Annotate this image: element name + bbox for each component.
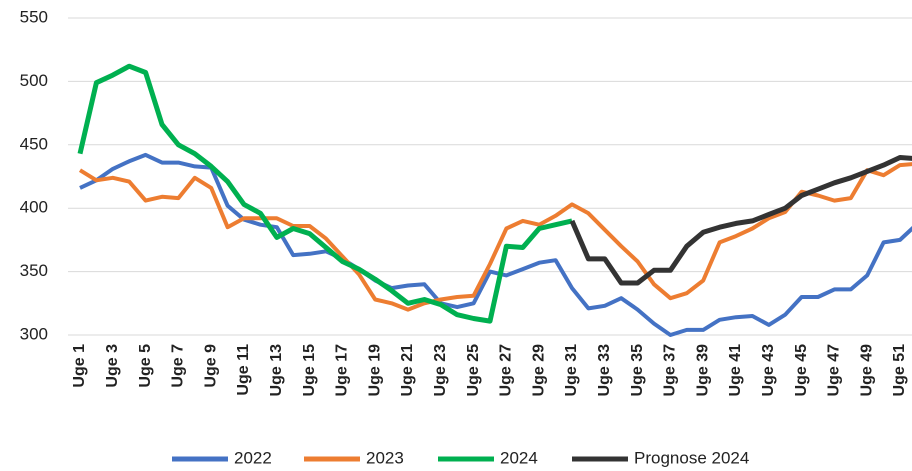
x-tick-label: Uge 17 (334, 344, 351, 397)
legend-label: 2022 (234, 448, 272, 467)
x-tick-label: Uge 25 (465, 344, 482, 397)
x-tick-label: Uge 29 (530, 344, 547, 397)
x-tick-label: Uge 37 (662, 344, 679, 397)
x-tick-label: Uge 35 (629, 344, 646, 397)
series-line (569, 155, 912, 286)
x-tick-label: Uge 27 (498, 344, 515, 397)
x-tick-label: Uge 51 (891, 344, 908, 397)
x-tick-label: Uge 31 (563, 344, 580, 397)
x-tick-label: Uge 9 (202, 344, 219, 388)
x-tick-label: Uge 1 (71, 344, 88, 388)
y-tick-label: 300 (20, 324, 48, 343)
x-tick-label: Uge 21 (399, 344, 416, 397)
y-tick-label: 350 (20, 261, 48, 280)
legend-label: 2023 (366, 448, 404, 467)
x-tick-label: Uge 45 (793, 344, 810, 397)
x-tick-label: Uge 41 (727, 344, 744, 397)
legend-label: 2024 (500, 448, 538, 467)
y-tick-label: 400 (20, 198, 48, 217)
x-tick-label: Uge 3 (104, 344, 121, 388)
x-tick-label: Uge 49 (858, 344, 875, 397)
x-tick-label: Uge 19 (366, 344, 383, 397)
y-tick-label: 550 (20, 7, 48, 26)
x-tick-label: Uge 13 (268, 344, 285, 397)
series-line (78, 162, 912, 312)
x-tick-label: Uge 43 (760, 344, 777, 397)
x-tick-label: Uge 11 (235, 344, 252, 396)
x-tick-label: Uge 47 (826, 344, 843, 397)
y-tick-label: 500 (20, 71, 48, 90)
x-tick-label: Uge 7 (170, 344, 187, 388)
series-line (77, 63, 573, 324)
x-tick-label: Uge 33 (596, 344, 613, 397)
x-tick-label: Uge 5 (137, 344, 154, 388)
x-tick-label: Uge 23 (432, 344, 449, 397)
x-tick-label: Uge 15 (301, 344, 318, 397)
legend-label: Prognose 2024 (634, 448, 749, 467)
y-tick-label: 450 (20, 134, 48, 153)
x-tick-label: Uge 39 (694, 344, 711, 397)
